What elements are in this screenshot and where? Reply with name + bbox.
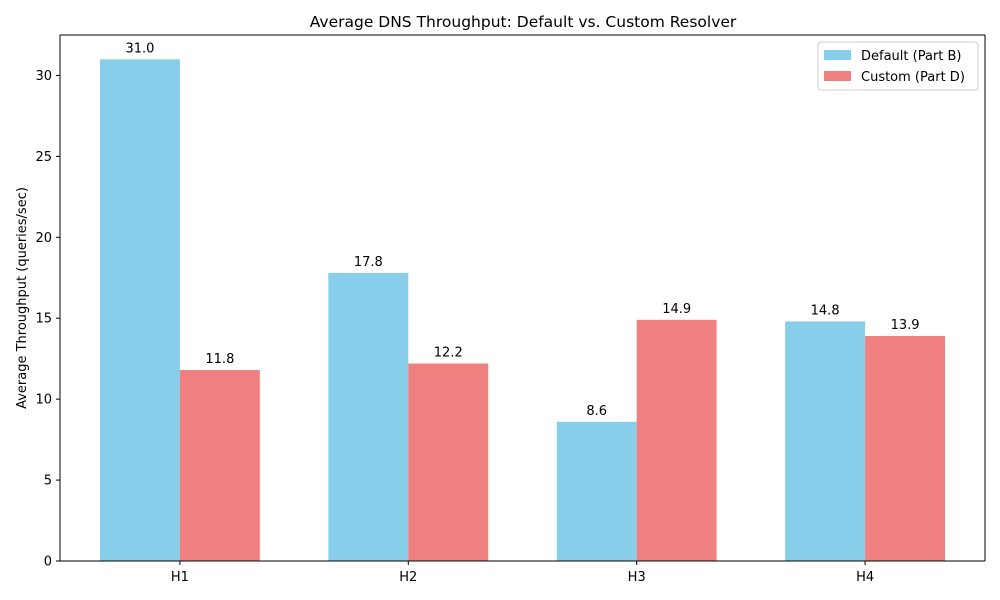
y-tick-label: 0 (44, 555, 52, 570)
bar-custom-h2 (408, 363, 489, 561)
legend-swatch-custom (824, 71, 851, 81)
bar-custom-h1 (179, 370, 260, 561)
bar-value-label: 14.9 (662, 302, 691, 317)
bar-value-label: 17.8 (354, 255, 383, 270)
bar-default-h4 (785, 321, 866, 561)
x-tick-label: H3 (628, 570, 646, 585)
y-tick-label: 20 (35, 231, 52, 246)
y-tick-label: 30 (35, 69, 52, 84)
bar-default-h3 (556, 421, 637, 561)
bar-value-label: 14.8 (811, 303, 840, 318)
bar-default-h1 (99, 59, 180, 562)
x-tick-label: H2 (399, 570, 417, 585)
bar-default-h2 (328, 272, 409, 561)
x-tick-label: H4 (856, 570, 874, 585)
plot-area: 31.0 17.8 8.6 14.8 11.8 12.2 14.9 13.9 0 5 10 15 20 2… (35, 34, 986, 585)
legend-label-custom: Custom (Part D) (861, 70, 965, 85)
x-tick-label: H1 (171, 570, 189, 585)
bar-value-label: 31.0 (125, 41, 154, 56)
legend-label-default: Default (Part B) (861, 49, 962, 64)
bar-custom-h4 (865, 336, 946, 561)
bar-value-label: 8.6 (586, 404, 607, 419)
y-tick-label: 25 (35, 150, 52, 165)
y-tick-label: 10 (35, 393, 52, 408)
bar-custom-h3 (636, 319, 717, 561)
chart-title: Average DNS Throughput: Default vs. Cust… (310, 13, 737, 31)
legend-box (817, 41, 979, 91)
bar-value-label: 11.8 (205, 352, 234, 367)
y-tick-label: 5 (44, 474, 52, 489)
bar-value-label: 13.9 (891, 318, 920, 333)
bar-value-label: 12.2 (434, 346, 463, 361)
legend: Default (Part B) Custom (Part D) (817, 41, 979, 91)
y-tick-label: 15 (35, 312, 52, 327)
y-axis-title: Average Throughput (queries/sec) (15, 187, 30, 409)
legend-swatch-default (824, 50, 851, 60)
